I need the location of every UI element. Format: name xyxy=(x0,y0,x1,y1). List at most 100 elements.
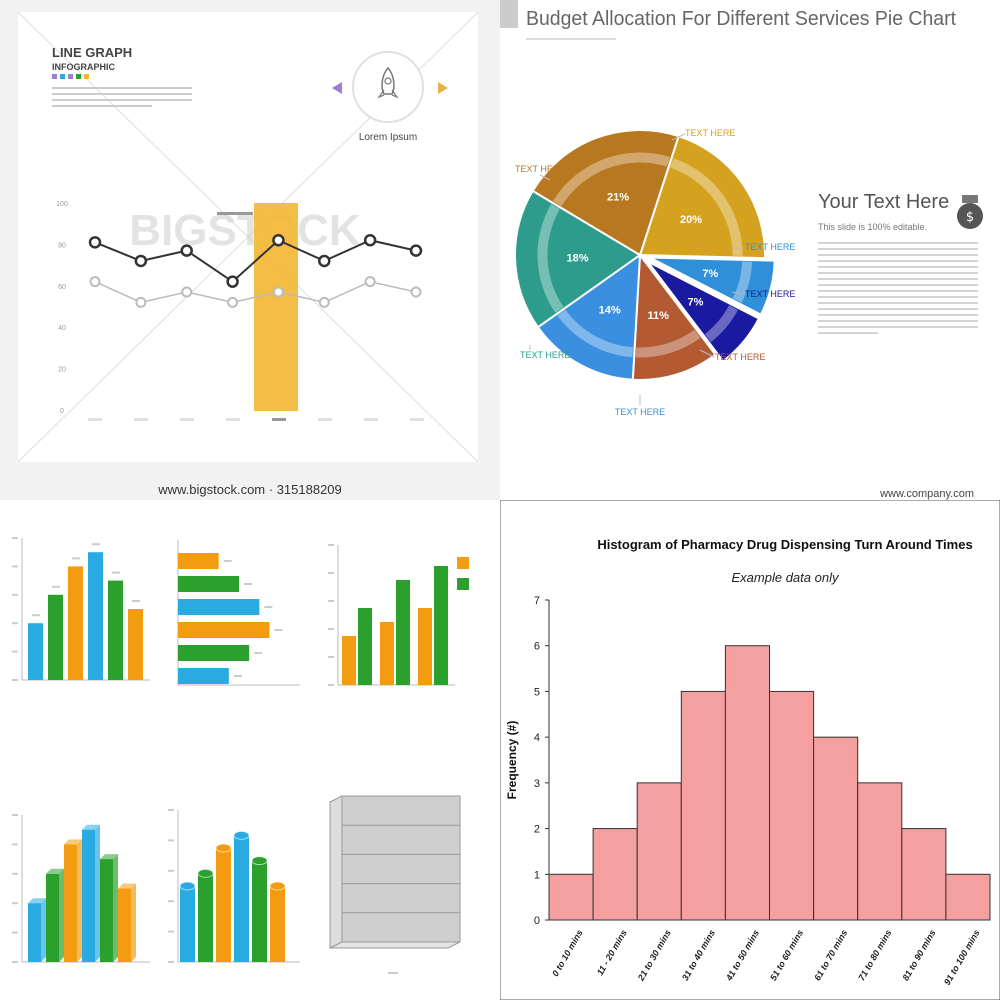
histogram-y-tick-label: 5 xyxy=(534,686,540,698)
series-1-point xyxy=(363,234,377,247)
mini-data-label xyxy=(233,675,242,677)
mini-cylinder-body xyxy=(198,873,213,962)
mini-hbar xyxy=(178,553,219,569)
pie-slice-label: 20% xyxy=(680,214,702,226)
mini-3d-bar-side xyxy=(77,839,82,962)
pie-slice-ring xyxy=(732,261,753,303)
mini-y-tick xyxy=(168,961,174,963)
pie-slice-label: 7% xyxy=(688,297,704,309)
series-2-point xyxy=(181,286,193,298)
mini-3d-bar-side xyxy=(41,898,46,962)
callout-line xyxy=(699,349,715,358)
mini-3d-bar-front xyxy=(46,873,59,962)
mini-3d-bar-front xyxy=(28,903,41,962)
mini-3d-bar-top xyxy=(118,883,136,889)
filler-text-lines xyxy=(52,87,192,107)
mini-y-tick xyxy=(168,930,174,933)
callout-label: TEXT HERE xyxy=(515,164,565,174)
legend-swatch xyxy=(457,557,469,569)
mini-data-label xyxy=(72,557,80,560)
badge-label: Lorem Ipsum xyxy=(359,132,417,143)
mini-3d-bar-front xyxy=(118,888,131,962)
series-1-point xyxy=(272,234,285,247)
mini-data-label xyxy=(244,583,252,585)
mini-3d-bar-top xyxy=(28,898,46,904)
mini-y-tick xyxy=(328,684,334,686)
mini-bar xyxy=(48,594,63,680)
y-tick-label: 80 xyxy=(58,242,66,249)
series-2-point xyxy=(318,296,330,308)
x-tick-placeholders xyxy=(88,418,424,421)
corner-block xyxy=(500,0,518,28)
callout-label: TEXT HERE xyxy=(685,128,735,138)
mini-y-tick xyxy=(328,572,334,574)
mini-y-tick xyxy=(12,814,18,816)
mini-cylinder-chart-5 xyxy=(168,809,300,963)
mini-cylinder-top xyxy=(179,881,196,891)
mini-y-tick xyxy=(12,537,18,539)
mini-y-tick xyxy=(168,809,174,811)
mini-grouped-bar xyxy=(380,622,394,685)
pie-chart-svg: Budget Allocation For Different Services… xyxy=(500,0,983,500)
mini-data-label xyxy=(264,606,273,608)
callout-line xyxy=(539,174,551,181)
mini-hbar xyxy=(178,645,250,661)
pie-slice-label: 7% xyxy=(702,268,718,280)
series-2-point xyxy=(410,286,422,298)
series-1-point xyxy=(180,244,193,257)
callout-label: TEXT HERE xyxy=(745,242,795,252)
callout-label: TEXT HERE xyxy=(615,407,665,417)
histogram-bars xyxy=(548,645,991,921)
mini-hbar-chart-2 xyxy=(177,540,300,686)
histogram-bar xyxy=(680,690,726,921)
mini-y-tick xyxy=(328,656,334,658)
histogram-bar xyxy=(592,828,638,921)
pie-callouts: TEXT HERE TEXT HERE TEXT HERE TEXT HERE TEXT… xyxy=(515,128,795,417)
mini-y-tick xyxy=(12,902,18,905)
mini-bar xyxy=(128,609,143,680)
mini-y-tick xyxy=(12,679,18,681)
histogram-bar xyxy=(813,736,859,921)
histogram-svg: Histogram of Pharmacy Drug Dispensing Tu… xyxy=(500,500,1000,1000)
mini-y-tick xyxy=(168,839,174,842)
mini-y-tick xyxy=(168,869,174,872)
highlight-bar xyxy=(254,203,298,411)
pie-slice-label: 14% xyxy=(599,305,621,317)
money-bag-icon: $ xyxy=(957,195,983,229)
company-footer: www.company.com xyxy=(879,488,974,500)
mini-data-label xyxy=(274,629,283,631)
mini-cylinder-top xyxy=(251,856,268,866)
series-2-point xyxy=(89,276,101,288)
mini-empty-3d-chart-6 xyxy=(329,795,461,974)
pie-title-underline xyxy=(526,38,616,40)
line-graph-svg: LINE GRAPH INFOGRAPHIC Lorem Ipsum BIGST… xyxy=(0,0,500,500)
arrow-left-icon xyxy=(332,82,342,94)
pie-title: Budget Allocation For Different Services… xyxy=(526,8,956,30)
mini-cylinder-top xyxy=(269,881,286,891)
arrow-right-icon xyxy=(438,82,448,94)
mini-grouped-bar xyxy=(396,580,410,685)
series-2-point xyxy=(135,296,147,308)
pie-slice xyxy=(531,129,680,257)
histogram-bar xyxy=(945,873,991,921)
pie-slice-ring xyxy=(635,329,701,358)
mini-cylinder-body xyxy=(234,835,249,962)
pie-slice-ring xyxy=(552,152,670,207)
histogram-title: Histogram of Pharmacy Drug Dispensing Tu… xyxy=(597,537,972,552)
mini-3d-bar-side xyxy=(131,883,136,962)
series-1-point xyxy=(134,254,148,268)
color-dots xyxy=(52,74,89,79)
histogram-bar xyxy=(857,782,903,921)
badge-circle xyxy=(352,51,424,123)
series-2-point xyxy=(364,276,376,288)
mini-data-label xyxy=(32,614,40,617)
svg-text:$: $ xyxy=(966,210,974,225)
pie-slice-ring xyxy=(704,305,739,343)
rocket-icon xyxy=(377,66,399,99)
mini-hbar xyxy=(178,599,260,615)
series-1-line xyxy=(94,239,417,283)
mini-3d-bar-top xyxy=(100,854,118,860)
histogram-panel: Histogram of Pharmacy Drug Dispensing Tu… xyxy=(500,500,1000,1000)
mini-data-label xyxy=(52,585,60,588)
side-heading: Your Text Here xyxy=(818,191,949,213)
